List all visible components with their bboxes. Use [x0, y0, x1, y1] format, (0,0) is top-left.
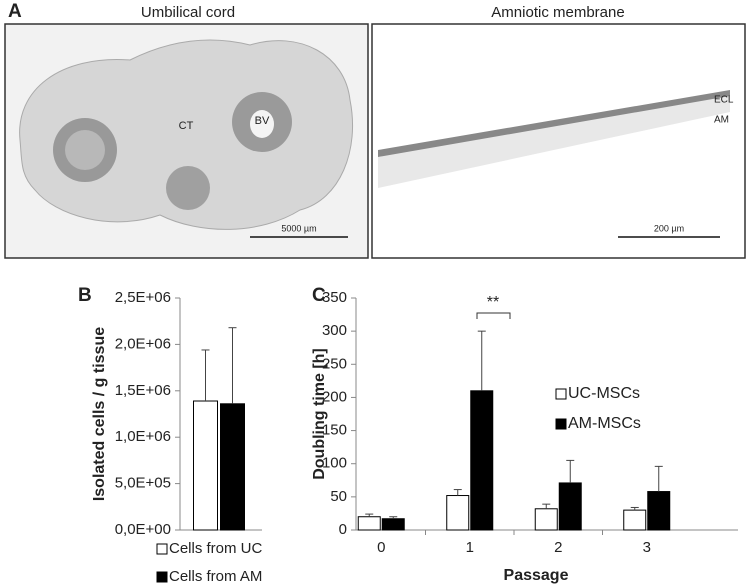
x-tick-label: 3	[643, 539, 651, 556]
x-tick-label: 2	[554, 539, 562, 556]
y-tick-label: 2,5E+06	[115, 289, 171, 306]
panel-letter: C	[312, 285, 326, 306]
bar	[534, 508, 558, 531]
legend-label: Cells from AM	[169, 568, 262, 585]
y-tick-label: 0,0E+00	[115, 521, 171, 538]
y-tick-label: 350	[322, 289, 347, 306]
legend-label: Cells from UC	[169, 540, 263, 557]
legend-label: AM-MSCs	[568, 415, 641, 432]
panel-letter: B	[78, 285, 92, 306]
image-title: Amniotic membrane	[491, 4, 624, 21]
scale-label: 5000 µm	[281, 223, 316, 233]
legend-swatch	[156, 543, 168, 555]
umbilical-image	[4, 23, 369, 259]
image-label: CT	[179, 120, 194, 132]
panel-letter: A	[8, 1, 22, 22]
y-tick-label: 200	[322, 388, 347, 405]
x-axis-label: Passage	[504, 567, 569, 584]
y-tick-label: 1,0E+06	[115, 428, 171, 445]
legend-swatch	[555, 388, 567, 400]
bar	[647, 491, 671, 531]
x-tick-label: 1	[466, 539, 474, 556]
bar	[623, 509, 647, 531]
image-label: BV	[255, 115, 270, 127]
y-tick-label: 5,0E+05	[115, 475, 171, 492]
significance-bracket	[476, 312, 511, 319]
annotation: **	[487, 294, 499, 311]
y-tick-label: 250	[322, 355, 347, 372]
x-tick-label: 0	[377, 539, 385, 556]
y-axis-label: Doubling time [h]	[311, 348, 328, 480]
bar	[558, 482, 582, 531]
y-axis-label: Isolated cells / g tissue	[91, 327, 108, 501]
legend-swatch	[156, 571, 168, 583]
image-title: Umbilical cord	[141, 4, 235, 21]
y-tick-label: 0	[339, 521, 347, 538]
legend-label: UC-MSCs	[568, 385, 640, 402]
image-label: ECL	[714, 95, 734, 106]
y-tick-label: 2,0E+06	[115, 335, 171, 352]
scale-label: 200 µm	[654, 223, 684, 233]
y-tick-label: 150	[322, 422, 347, 439]
membrane-image	[371, 23, 746, 259]
y-tick-label: 300	[322, 322, 347, 339]
bar	[357, 516, 381, 531]
bar	[381, 518, 405, 531]
legend-swatch	[555, 418, 567, 430]
bar	[470, 390, 494, 531]
bar	[193, 400, 218, 531]
bar	[220, 403, 245, 531]
y-tick-label: 100	[322, 455, 347, 472]
y-tick-label: 50	[330, 488, 347, 505]
bar	[446, 495, 470, 531]
image-label: AM	[714, 115, 729, 126]
y-tick-label: 1,5E+06	[115, 382, 171, 399]
